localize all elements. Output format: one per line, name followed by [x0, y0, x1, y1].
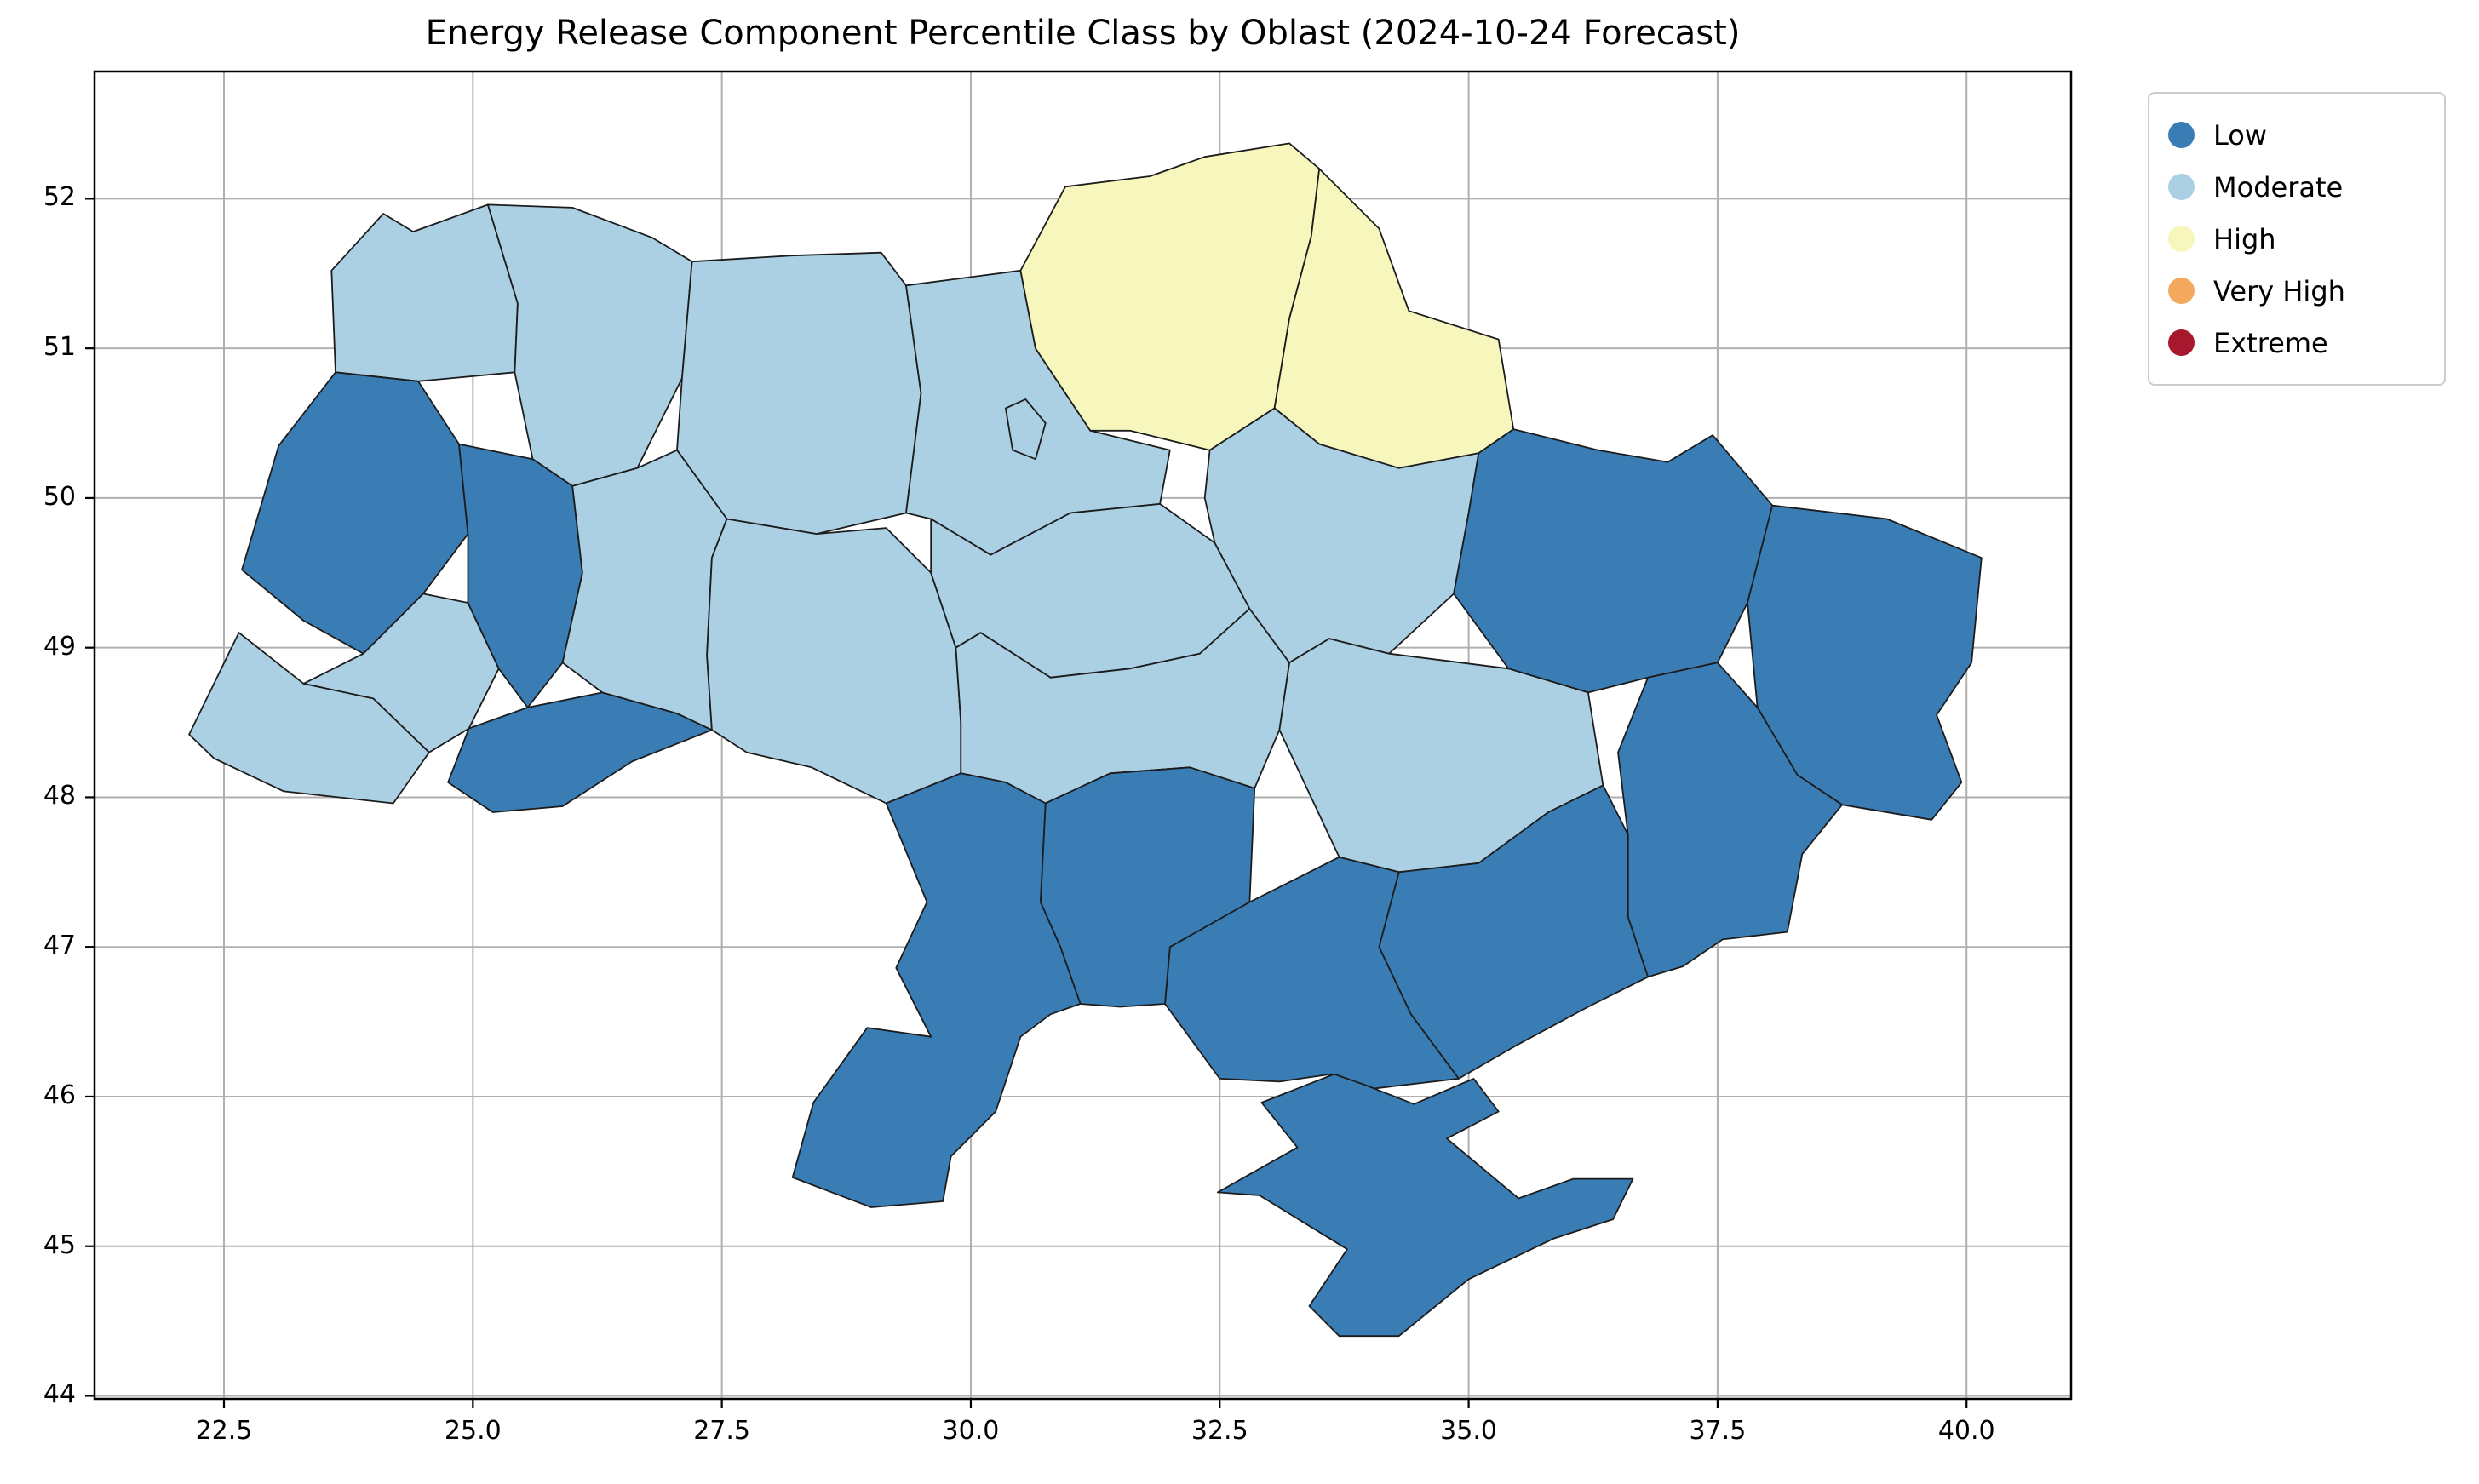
- chart-title: Energy Release Component Percentile Clas…: [425, 14, 1741, 53]
- oblast-kherson: [1164, 856, 1460, 1091]
- y-tick-label: 51: [43, 332, 76, 363]
- legend-swatch-icon: [2168, 122, 2195, 148]
- oblast-poltava: [1203, 407, 1480, 664]
- legend-swatch-icon: [2168, 329, 2195, 356]
- axes-frame: [93, 70, 2073, 1401]
- oblast-kharkiv: [1453, 428, 1774, 694]
- oblast-zhytomyr: [676, 251, 922, 535]
- oblast-kyiv-city: [1005, 398, 1047, 461]
- y-tick-label: 45: [43, 1229, 76, 1260]
- oblast-ternopil: [458, 443, 583, 708]
- x-tick-label: 30.0: [942, 1416, 1000, 1446]
- x-tick-label: 40.0: [1937, 1416, 1995, 1446]
- legend-label: High: [2213, 222, 2276, 255]
- legend-label: Very High: [2213, 274, 2345, 307]
- x-tick-label: 22.5: [195, 1416, 253, 1446]
- oblast-rivne: [487, 203, 693, 487]
- legend-label: Extreme: [2213, 326, 2328, 359]
- x-tick-label: 27.5: [693, 1416, 751, 1446]
- oblast-volyn: [330, 203, 519, 382]
- legend-entry: Moderate: [2168, 161, 2436, 213]
- y-tick-label: 46: [43, 1080, 76, 1110]
- oblast-crimea: [1217, 1073, 1634, 1338]
- oblast-vinnytsia: [706, 518, 962, 805]
- y-tick-label: 49: [43, 631, 76, 662]
- legend-swatch-icon: [2168, 226, 2195, 252]
- legend-label: Low: [2213, 118, 2268, 152]
- y-tick-label: 50: [43, 481, 76, 512]
- oblast-khmelnytskyi: [561, 449, 728, 731]
- oblast-chernivtsi: [447, 691, 713, 813]
- legend-swatch-icon: [2168, 174, 2195, 200]
- legend: Low Moderate High Very High Extreme: [2148, 92, 2446, 386]
- oblast-luhansk: [1747, 504, 1983, 821]
- x-tick-label: 32.5: [1191, 1416, 1248, 1446]
- x-tick-label: 35.0: [1440, 1416, 1497, 1446]
- y-tick-label: 48: [43, 781, 76, 811]
- legend-swatch-icon: [2168, 278, 2195, 304]
- legend-entry: Very High: [2168, 265, 2436, 317]
- legend-entry: Low: [2168, 109, 2436, 161]
- legend-label: Moderate: [2213, 170, 2344, 203]
- legend-entry: Extreme: [2168, 317, 2436, 369]
- x-tick-label: 25.0: [444, 1416, 502, 1446]
- oblast-odesa: [791, 772, 1082, 1208]
- legend-entry: High: [2168, 213, 2436, 265]
- y-tick-label: 52: [43, 182, 76, 213]
- y-tick-label: 47: [43, 931, 76, 961]
- x-tick-label: 37.5: [1689, 1416, 1747, 1446]
- y-tick-label: 44: [43, 1379, 76, 1410]
